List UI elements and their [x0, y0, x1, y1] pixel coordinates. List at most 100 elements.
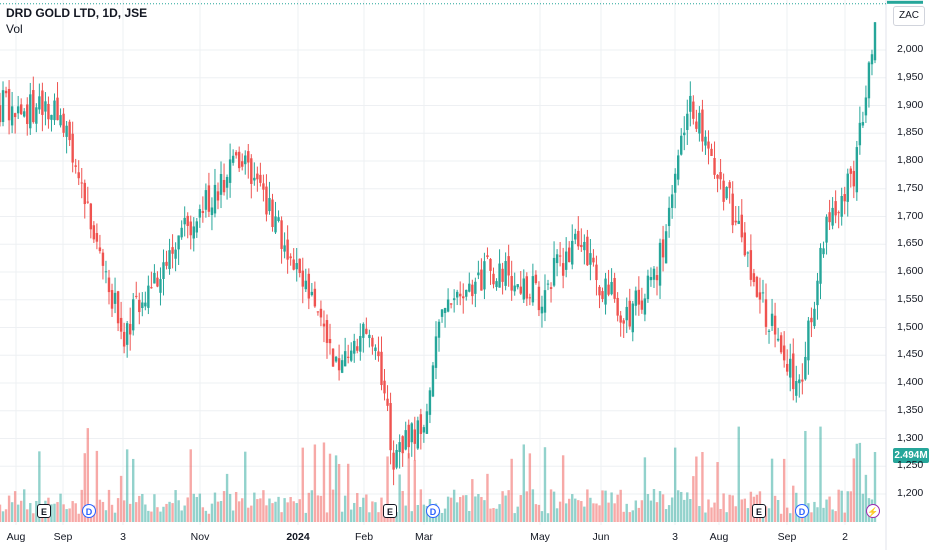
candle-body: [353, 340, 356, 354]
candle-body: [362, 323, 365, 338]
volume-bar: [68, 508, 71, 522]
volume-bar: [731, 495, 734, 522]
candle-body: [789, 358, 792, 378]
volume-bar: [555, 508, 559, 522]
volume-bar: [19, 500, 23, 522]
volume-bar: [346, 463, 350, 522]
candle-body: [522, 278, 525, 300]
price-tick: 1,500: [897, 320, 924, 333]
candle-body: [446, 299, 450, 312]
volume-bar: [259, 498, 262, 522]
volume-bar: [1, 511, 5, 522]
volume-bar: [80, 489, 83, 522]
time-tick: Aug: [6, 531, 26, 543]
volume-bar: [125, 449, 129, 522]
candle-body: [328, 338, 332, 344]
earnings-marker[interactable]: E: [752, 504, 766, 518]
dividend-marker[interactable]: D: [426, 504, 440, 518]
candle-body: [513, 285, 516, 292]
volume-bar: [241, 498, 244, 522]
volume-bar: [247, 507, 250, 522]
candle-body: [68, 121, 71, 141]
volume-bar: [855, 443, 859, 522]
candle-body: [380, 351, 383, 386]
candle-body: [664, 231, 668, 264]
candle-body: [610, 281, 613, 295]
candle-body: [658, 242, 662, 286]
volume-bar: [174, 490, 177, 522]
candle-body: [419, 414, 423, 434]
volume-bar: [452, 489, 456, 522]
candle-body: [634, 290, 638, 306]
volume-bar: [398, 474, 401, 522]
volume-bar: [368, 512, 371, 522]
candle-body: [56, 97, 59, 121]
candle-body: [673, 173, 677, 193]
volume-bar: [819, 426, 822, 522]
volume-bar: [440, 512, 444, 522]
candle-body: [480, 269, 483, 291]
volume-bar: [362, 497, 365, 522]
volume-bar: [377, 512, 380, 522]
volume-bar: [710, 507, 713, 522]
candle-body: [779, 335, 783, 353]
volume-bar: [595, 503, 598, 522]
volume-bar: [141, 493, 144, 522]
dividend-marker[interactable]: D: [82, 504, 96, 518]
volume-bar: [374, 502, 377, 522]
candle-body: [465, 289, 468, 297]
candle-body: [792, 353, 795, 390]
earnings-marker[interactable]: E: [383, 504, 397, 518]
candle-body: [719, 172, 722, 180]
currency-button[interactable]: ZAC: [893, 6, 925, 26]
candle-body: [144, 302, 147, 307]
candle-body: [855, 147, 859, 193]
candle-body: [555, 254, 559, 264]
volume-bar: [773, 495, 777, 522]
candle-body: [138, 299, 141, 313]
candle-body: [189, 221, 192, 236]
candle-body: [125, 323, 129, 345]
volume-bar: [713, 502, 716, 522]
volume-bar: [607, 502, 610, 522]
candle-body: [10, 106, 14, 126]
dividend-marker[interactable]: D: [795, 504, 809, 518]
candle-body: [710, 148, 713, 156]
candle-body: [434, 336, 438, 368]
symbol-title[interactable]: DRD GOLD LTD, 1D, JSE: [6, 6, 148, 20]
candle-body: [846, 173, 849, 202]
candle-body: [407, 424, 410, 448]
volume-bar: [331, 489, 335, 522]
candles: [0, 22, 877, 486]
candle-body: [183, 217, 186, 225]
candle-body: [413, 429, 416, 444]
volume-bar: [504, 495, 507, 522]
candle-body: [280, 220, 283, 249]
volume-bar: [159, 511, 162, 522]
volume-bar: [507, 490, 510, 522]
candle-body: [680, 135, 683, 155]
volume-bar: [122, 500, 126, 522]
volume-bar: [165, 503, 168, 522]
candle-body: [162, 262, 165, 279]
volume-bar: [268, 498, 271, 522]
volume-bar: [23, 489, 26, 522]
volume-bar: [74, 503, 77, 522]
candle-body: [216, 191, 220, 201]
volume-bar: [35, 500, 38, 522]
earnings-marker[interactable]: E: [37, 504, 51, 518]
volume-bar: [234, 491, 238, 522]
volume-bar: [722, 493, 725, 522]
volume-bar: [498, 504, 501, 522]
volume-bar: [664, 509, 668, 522]
split-marker[interactable]: ⚡: [866, 504, 880, 518]
candle-body: [107, 277, 111, 293]
candle-body: [646, 275, 650, 300]
volume-label: Vol: [6, 22, 23, 36]
volume-bar: [455, 502, 459, 522]
volume-bar: [689, 498, 692, 522]
candle-body: [613, 277, 616, 299]
volume-bar: [83, 453, 86, 522]
volume-bar: [592, 503, 595, 522]
